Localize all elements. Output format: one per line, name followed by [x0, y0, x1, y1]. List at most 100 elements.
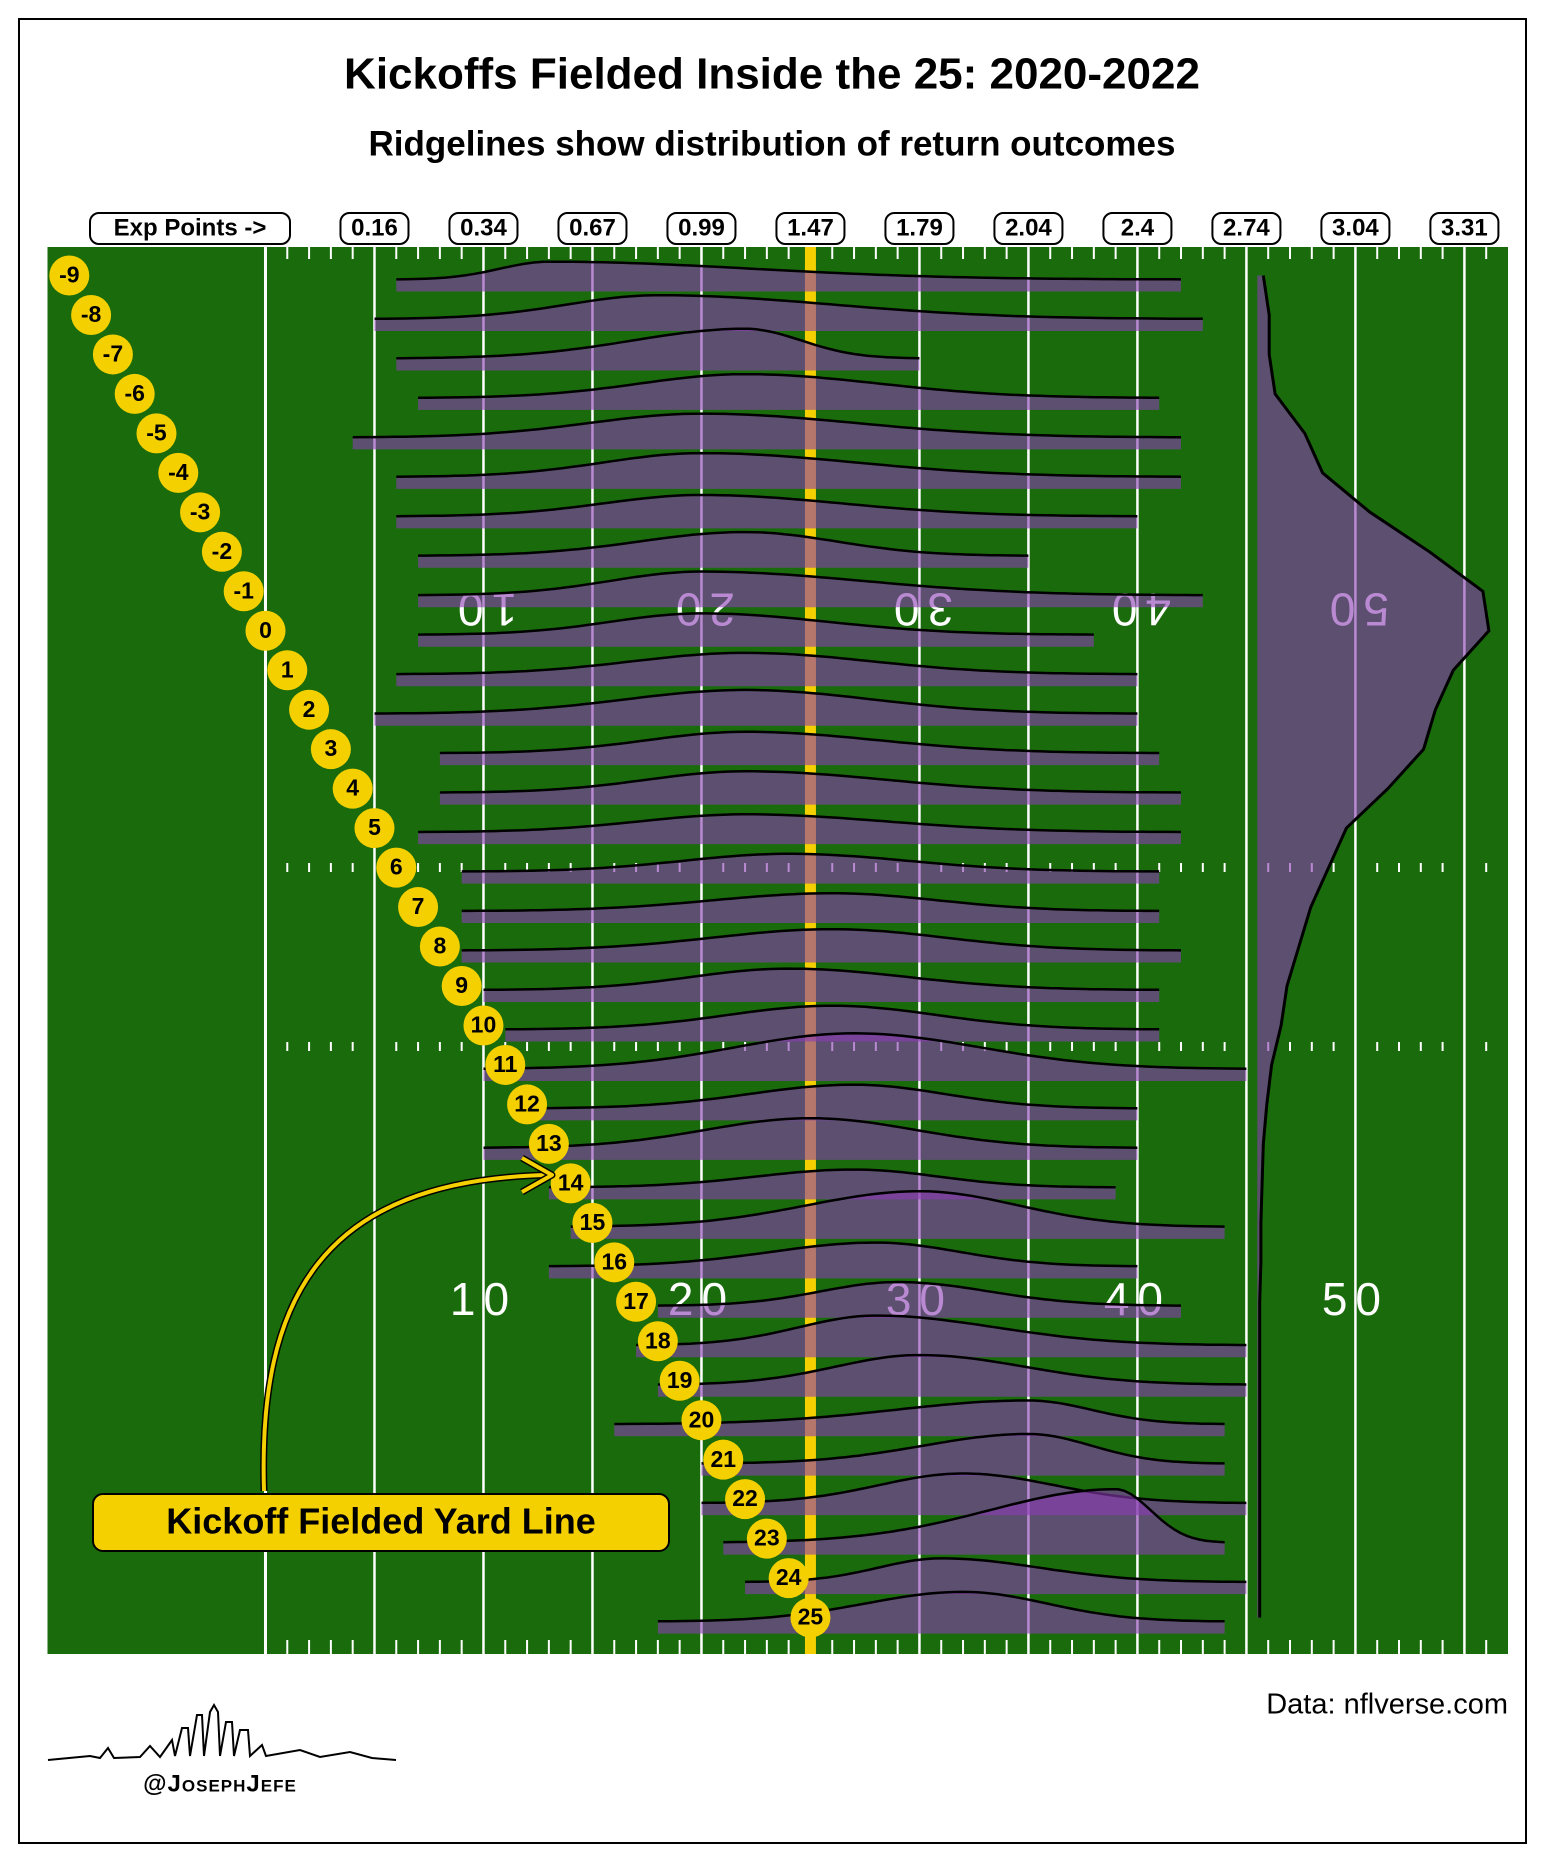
chart-subtitle: Ridgelines show distribution of return o…	[369, 124, 1176, 163]
y-tick-label: -6	[124, 380, 144, 406]
y-tick-label: 1	[281, 656, 294, 682]
ridge-line	[483, 1032, 1247, 1070]
ridge-line	[418, 813, 1182, 834]
ridge-line	[396, 493, 1138, 518]
ridge-line	[374, 293, 1203, 321]
ridge-area	[483, 1033, 1247, 1081]
y-tick-label: 23	[754, 1525, 780, 1551]
ridge-area	[374, 295, 1203, 331]
yard-badge	[49, 255, 90, 296]
caption: Data: nflverse.com	[1266, 1689, 1508, 1721]
yard-badge	[310, 729, 351, 770]
annotation-arrow	[261, 1173, 549, 1492]
yard-badge	[725, 1479, 766, 1520]
ridge-line	[374, 688, 1138, 715]
y-tick-label: -2	[212, 538, 232, 564]
ridge-area	[396, 453, 1182, 489]
ridge-line	[723, 1487, 1225, 1544]
yard-badge	[594, 1242, 635, 1283]
tick-label-box	[1211, 212, 1282, 245]
tick-label-box	[666, 212, 737, 245]
yard-badge	[790, 1597, 831, 1638]
chart-title: Kickoffs Fielded Inside the 25: 2020-202…	[344, 50, 1200, 99]
ridge-line	[418, 612, 1094, 636]
ridge-line	[701, 1472, 1247, 1505]
ridge-area	[657, 1282, 1182, 1318]
x-tick-label: 0.99	[678, 214, 725, 241]
skyline-logo	[47, 1702, 397, 1761]
y-tick-label: 7	[412, 893, 425, 919]
ridge-area	[352, 413, 1182, 450]
x-tick-label: 2.74	[1223, 214, 1270, 241]
x-tick-label: 3.04	[1332, 214, 1379, 241]
plot: Exp Points -> 0.16 0.34 0.67 0.99 1.47 1.79 2.0…	[47, 212, 1508, 1654]
field-number: 10	[450, 1273, 517, 1325]
tick-label-box	[448, 212, 519, 245]
ridge-area	[614, 1400, 1225, 1437]
ridge-line	[396, 327, 920, 360]
x-axis-label: Exp Points ->	[114, 214, 267, 241]
ridge-line	[745, 1557, 1247, 1584]
yard-badge	[289, 689, 330, 730]
ridge-area	[636, 1315, 1247, 1358]
x-tick-label: 3.31	[1441, 214, 1488, 241]
yard-badge	[376, 847, 417, 888]
yard-badge	[158, 452, 199, 493]
yard-badge	[637, 1321, 678, 1362]
ridge-area	[505, 1005, 1160, 1042]
ridge-area	[745, 1558, 1247, 1595]
yard-badge	[398, 887, 439, 928]
y-tick-label: -8	[81, 301, 102, 327]
y-tick-label: 3	[324, 735, 337, 761]
x-tick-label: 2.4	[1121, 214, 1155, 241]
y-tick-label: 15	[580, 1209, 606, 1235]
yard-badge	[659, 1360, 700, 1401]
y-tick-label: 24	[776, 1564, 802, 1590]
ridge-area	[461, 929, 1182, 963]
ridge-area	[396, 652, 1138, 687]
ridge-area	[570, 1191, 1225, 1239]
y-tick-label: 22	[732, 1485, 758, 1511]
y-tick-label: -5	[146, 419, 167, 445]
tick-label-box	[339, 212, 410, 245]
fielded-area	[1257, 275, 1489, 1618]
ridge-area	[418, 814, 1182, 845]
y-tick-label: 20	[689, 1406, 715, 1432]
yard-badge	[572, 1202, 613, 1243]
ridge-line	[461, 852, 1160, 873]
ridge-line	[483, 1116, 1138, 1149]
yard-badge	[354, 808, 395, 849]
ridge-area	[548, 1169, 1116, 1200]
ridge-area	[527, 1084, 1138, 1121]
y-tick-label: 16	[601, 1248, 627, 1274]
ridge-area	[439, 771, 1182, 805]
ridge-area	[657, 1355, 1247, 1397]
yard-badge	[550, 1163, 591, 1204]
y-tick-label: 6	[390, 854, 403, 880]
yard-badge	[267, 650, 308, 691]
ridge-line	[352, 412, 1181, 439]
tick-label-box	[775, 212, 846, 245]
tick-label-box	[1429, 212, 1500, 245]
ridge-line	[439, 730, 1160, 755]
yard-badge	[114, 373, 155, 414]
yard-badge	[71, 294, 112, 335]
tick-label-box	[884, 212, 955, 245]
ridge-line	[461, 892, 1160, 913]
ridge-area	[396, 261, 1182, 292]
y-tick-label: 0	[259, 617, 272, 643]
y-tick-label: -4	[168, 459, 189, 485]
handle: @JosephJefe	[143, 1770, 297, 1797]
yard-badge	[136, 413, 177, 454]
yard-badge	[768, 1558, 809, 1599]
y-tick-label: -7	[103, 341, 123, 367]
ridge-line	[527, 1083, 1138, 1110]
annotation-box	[92, 1493, 670, 1552]
y-tick-label: -1	[233, 577, 254, 603]
skyline	[47, 1702, 397, 1761]
ridge-line	[657, 1353, 1247, 1386]
x-tick-label: 0.67	[569, 214, 616, 241]
ridge-area	[701, 1434, 1225, 1476]
ridge-line	[396, 651, 1138, 676]
